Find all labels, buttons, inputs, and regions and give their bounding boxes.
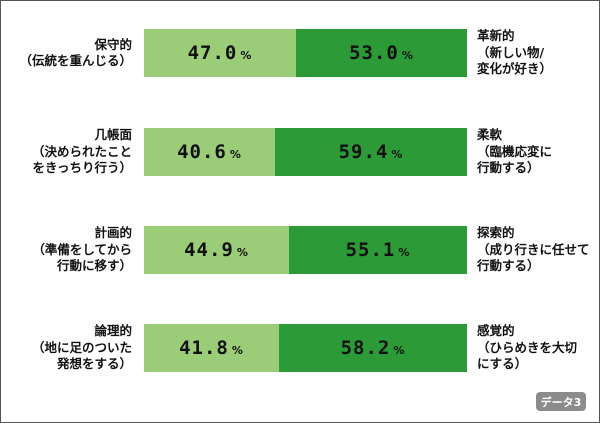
percent-sign: % xyxy=(229,148,242,161)
bar-segment-right-3: 55.1% xyxy=(289,226,467,274)
percent-sign: % xyxy=(398,246,411,259)
bar-segment-right-1: 53.0% xyxy=(296,29,467,77)
left-label-4: 論理的 （地に足のついた 発想をする） xyxy=(31,323,132,372)
bar-row-3: 44.9% 55.1% xyxy=(144,226,467,274)
right-label-1: 革新的 （新しい物/ 変化が好き） xyxy=(477,28,553,77)
value-label-left-4: 41.8% xyxy=(179,337,244,359)
bar-row-1: 47.0% 53.0% xyxy=(144,29,467,77)
left-label-2: 几帳面 （決められたこと をきっちり行う） xyxy=(31,127,132,176)
right-label-2: 柔軟 （臨機応変に 行動する） xyxy=(477,127,553,176)
left-label-1: 保守的 （伝統を重んじる） xyxy=(19,36,132,69)
bar-segment-right-2: 59.4% xyxy=(275,128,467,176)
bar-segment-right-4: 58.2% xyxy=(279,324,467,372)
value-label-right-2: 59.4% xyxy=(338,141,404,163)
value-label-left-3: 44.9% xyxy=(184,239,249,261)
percent-sign: % xyxy=(391,148,404,161)
bar-segment-left-1: 47.0% xyxy=(144,29,296,77)
bar-segment-left-2: 40.6% xyxy=(144,128,275,176)
percent-sign: % xyxy=(240,49,253,62)
right-label-3: 探索的 （成り行きに任せて 行動する） xyxy=(477,225,590,274)
percent-sign: % xyxy=(401,49,414,62)
percent-sign: % xyxy=(231,344,244,357)
percent-sign: % xyxy=(393,344,406,357)
data-badge: データ3 xyxy=(536,392,586,411)
bar-segment-left-3: 44.9% xyxy=(144,226,289,274)
left-label-3: 計画的 （準備をしてから 行動に移す） xyxy=(32,225,132,274)
value-label-left-1: 47.0% xyxy=(187,42,253,64)
value-label-right-1: 53.0% xyxy=(349,42,414,64)
bar-row-2: 40.6% 59.4% xyxy=(144,128,467,176)
percent-sign: % xyxy=(236,246,249,259)
value-label-right-4: 58.2% xyxy=(340,337,406,359)
value-label-right-3: 55.1% xyxy=(345,239,411,261)
right-label-4: 感覚的 （ひらめきを大切 にする） xyxy=(477,323,578,372)
value-label-left-2: 40.6% xyxy=(177,141,242,163)
bar-row-4: 41.8% 58.2% xyxy=(144,324,467,372)
bar-segment-left-4: 41.8% xyxy=(144,324,279,372)
